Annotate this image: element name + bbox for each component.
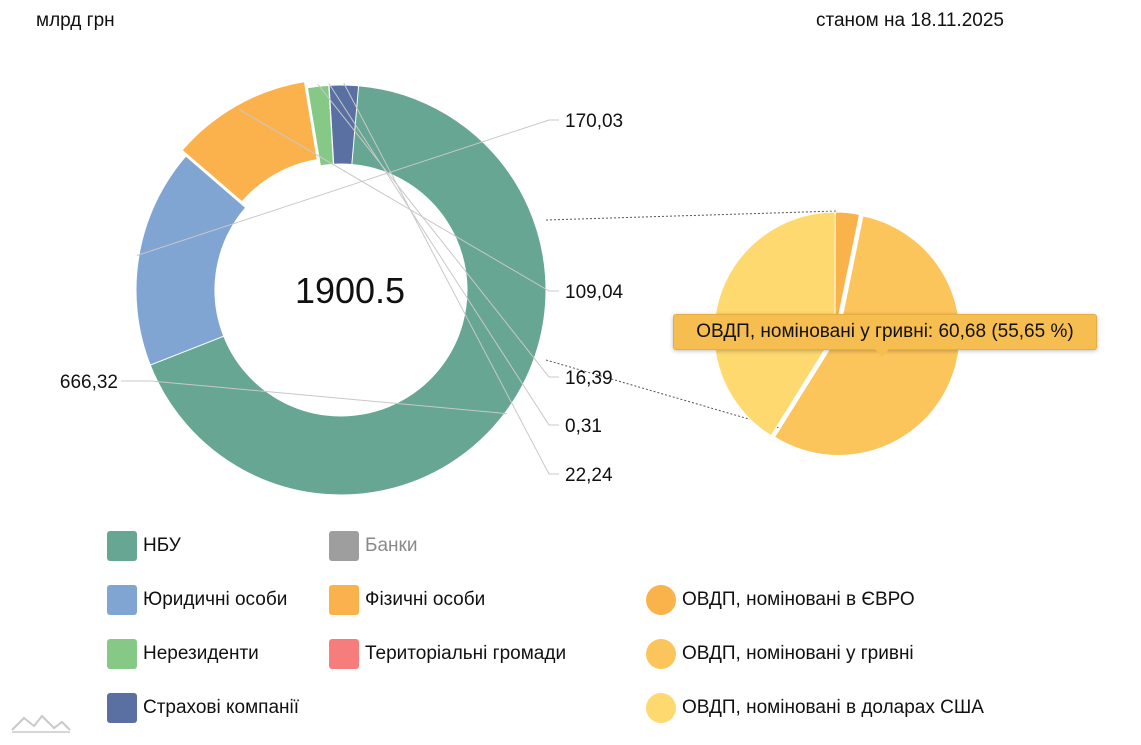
as-of-date: станом на 18.11.2025 xyxy=(816,10,1004,31)
leader-line-nonresidents xyxy=(317,83,559,378)
legend-swatch-insurance xyxy=(107,693,137,723)
legend-item-communities[interactable]: Територіальні громади xyxy=(329,639,566,669)
legend-swatch-communities xyxy=(329,639,359,669)
legend-label-banks: Банки xyxy=(365,535,418,556)
legend-label-ovdp_usd: ОВДП, номіновані в доларах США xyxy=(682,697,984,718)
slice-label-individuals: 109,04 xyxy=(565,282,624,303)
leader-line-individuals xyxy=(239,109,559,292)
legend-swatch-nonresidents xyxy=(107,639,137,669)
slice-label-communities: 0,31 xyxy=(565,416,602,437)
legend-item-banks[interactable]: Банки xyxy=(329,531,417,561)
slice-labels: 666,32 170,03 109,04 16,39 0,31 22,24 xyxy=(60,82,624,486)
legend-swatch-ovdp_eur xyxy=(646,585,676,615)
legend-label-communities: Територіальні громади xyxy=(365,643,567,664)
connector-line-top xyxy=(545,210,839,221)
legend-swatch-ovdp_uah xyxy=(646,639,676,669)
legend-item-nbu[interactable]: НБУ xyxy=(107,531,181,561)
mountain-logo-icon xyxy=(11,714,71,733)
slice-label-legal: 170,03 xyxy=(565,111,623,132)
legend-label-nonresidents: Нерезиденти xyxy=(143,643,259,664)
legend-swatch-banks xyxy=(329,531,359,561)
legend-swatch-legal xyxy=(107,585,137,615)
leader-line-communities xyxy=(328,83,559,426)
donut-slice-insurance[interactable] xyxy=(328,84,360,166)
legend-swatch-nbu xyxy=(107,531,137,561)
donut-slice-legal[interactable] xyxy=(135,155,247,366)
slice-label-insurance: 22,24 xyxy=(565,465,613,486)
legend-item-legal[interactable]: Юридичні особи xyxy=(107,585,287,615)
slice-label-nonresidents: 16,39 xyxy=(565,368,613,389)
legend-item-nonresidents[interactable]: Нерезиденти xyxy=(107,639,259,669)
tooltip-arrow xyxy=(874,348,890,357)
drilldown-connectors xyxy=(545,210,846,448)
legend-label-ovdp_uah: ОВДП, номіновані у гривні xyxy=(682,643,914,664)
unit-label: млрд грн xyxy=(36,10,115,31)
tooltip: ОВДП, номіновані у гривні: 60,68 (55,65 … xyxy=(673,314,1097,350)
legend-label-ovdp_eur: ОВДП, номіновані в ЄВРО xyxy=(682,589,915,610)
leader-line-insurance xyxy=(343,82,559,475)
legend-swatch-individuals xyxy=(329,585,359,615)
legend-item-ovdp_usd[interactable]: ОВДП, номіновані в доларах США xyxy=(646,693,984,723)
leader-line-nbu xyxy=(121,380,508,415)
legend-label-nbu: НБУ xyxy=(143,535,181,556)
center-total-label: 1900.5 xyxy=(295,270,405,311)
donut-chart: 1900.5 xyxy=(135,81,547,496)
legend-item-ovdp_eur[interactable]: ОВДП, номіновані в ЄВРО xyxy=(646,585,915,615)
leader-line-legal xyxy=(136,119,559,256)
legend-swatch-ovdp_usd xyxy=(646,693,676,723)
legend-label-individuals: Фізичні особи xyxy=(365,589,486,610)
donut-slice-individuals[interactable] xyxy=(181,81,318,203)
legend-item-individuals[interactable]: Фізичні особи xyxy=(329,585,485,615)
legend-label-legal: Юридичні особи xyxy=(143,589,288,610)
legend-label-insurance: Страхові компанії xyxy=(143,697,300,718)
legend-item-ovdp_uah[interactable]: ОВДП, номіновані у гривні xyxy=(646,639,914,669)
slice-label-nbu: 666,32 xyxy=(60,372,118,393)
legend-item-insurance[interactable]: Страхові компанії xyxy=(107,693,299,723)
